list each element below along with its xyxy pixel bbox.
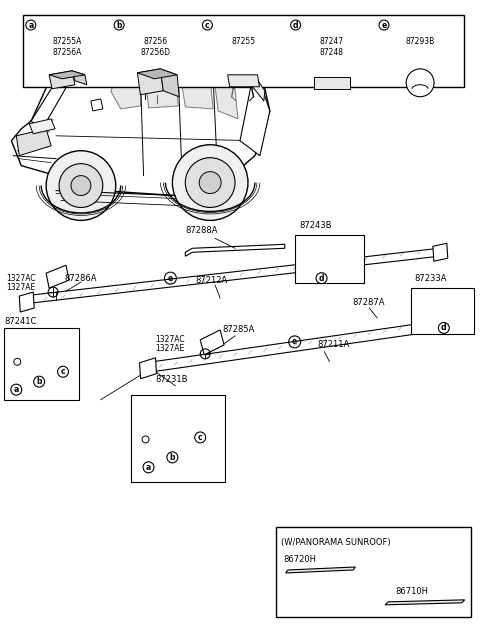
Polygon shape [140, 357, 156, 379]
Polygon shape [31, 41, 86, 131]
Bar [276, 527, 471, 618]
Text: 87233A: 87233A [414, 274, 446, 282]
Text: 87293B: 87293B [406, 37, 435, 46]
Polygon shape [23, 248, 444, 308]
Text: 87231B: 87231B [156, 375, 188, 384]
Polygon shape [19, 292, 34, 312]
Polygon shape [137, 69, 177, 79]
Polygon shape [145, 76, 179, 108]
Text: 87287A: 87287A [352, 298, 385, 306]
Polygon shape [72, 71, 87, 85]
Polygon shape [156, 399, 185, 437]
Circle shape [46, 151, 116, 221]
Text: 87255A
87256A: 87255A 87256A [52, 37, 82, 57]
Text: 1327AC: 1327AC [6, 274, 36, 282]
Polygon shape [137, 69, 163, 95]
Polygon shape [228, 75, 260, 87]
Polygon shape [91, 99, 103, 111]
Text: 87247
87248: 87247 87248 [320, 37, 344, 57]
Text: 87243B: 87243B [300, 221, 332, 230]
Text: 87286A: 87286A [64, 274, 96, 282]
Text: 86720H: 86720H [284, 555, 317, 564]
Text: d: d [319, 274, 324, 282]
Text: 86710H: 86710H [395, 587, 428, 596]
Text: c: c [60, 368, 65, 376]
Polygon shape [49, 71, 85, 79]
Polygon shape [286, 567, 355, 573]
Text: a: a [13, 385, 19, 394]
Text: b: b [36, 378, 42, 386]
Polygon shape [160, 69, 179, 97]
Polygon shape [144, 318, 464, 377]
Polygon shape [314, 77, 350, 89]
Text: c: c [198, 433, 203, 442]
Text: d: d [293, 21, 299, 29]
Text: e: e [292, 338, 297, 346]
Text: b: b [169, 453, 175, 462]
Bar [411, 288, 474, 334]
Polygon shape [453, 313, 468, 331]
Polygon shape [305, 248, 341, 260]
Circle shape [71, 176, 91, 196]
Polygon shape [417, 298, 456, 310]
Polygon shape [252, 76, 265, 101]
Bar [295, 236, 364, 283]
Bar [131, 394, 225, 482]
Polygon shape [200, 330, 224, 355]
Text: a: a [28, 21, 34, 29]
Text: a: a [146, 462, 151, 472]
Bar [4, 328, 79, 399]
Text: 1327AE: 1327AE [156, 344, 185, 353]
Circle shape [172, 145, 248, 221]
Text: d: d [441, 323, 446, 332]
Text: 1327AC: 1327AC [156, 336, 185, 344]
Text: 87255: 87255 [231, 37, 256, 46]
Polygon shape [49, 71, 75, 89]
Text: b: b [116, 21, 122, 29]
Polygon shape [185, 244, 285, 256]
Polygon shape [16, 129, 51, 156]
Polygon shape [214, 79, 238, 119]
Polygon shape [29, 119, 55, 134]
Polygon shape [385, 600, 465, 605]
Polygon shape [23, 334, 43, 362]
Polygon shape [111, 79, 141, 109]
Polygon shape [81, 39, 131, 81]
Polygon shape [101, 28, 195, 73]
Text: c: c [205, 21, 210, 29]
Circle shape [185, 158, 235, 208]
Text: 87285A: 87285A [222, 326, 254, 334]
Circle shape [406, 69, 434, 97]
Circle shape [59, 164, 103, 208]
Text: 1327AE: 1327AE [6, 282, 36, 292]
Text: e: e [381, 21, 386, 29]
Text: e: e [168, 274, 173, 282]
Polygon shape [46, 265, 69, 288]
Bar [23, 15, 464, 87]
Text: 87212A: 87212A [195, 276, 228, 284]
Text: 87288A: 87288A [185, 226, 218, 235]
Polygon shape [240, 66, 270, 156]
Polygon shape [433, 243, 448, 261]
Text: 87241C: 87241C [4, 318, 37, 326]
Text: 87211A: 87211A [318, 341, 350, 349]
Polygon shape [180, 75, 213, 109]
Text: (W/PANORAMA SUNROOF): (W/PANORAMA SUNROOF) [281, 538, 390, 547]
Circle shape [199, 172, 221, 194]
Text: 87256
87256D: 87256 87256D [140, 37, 170, 57]
